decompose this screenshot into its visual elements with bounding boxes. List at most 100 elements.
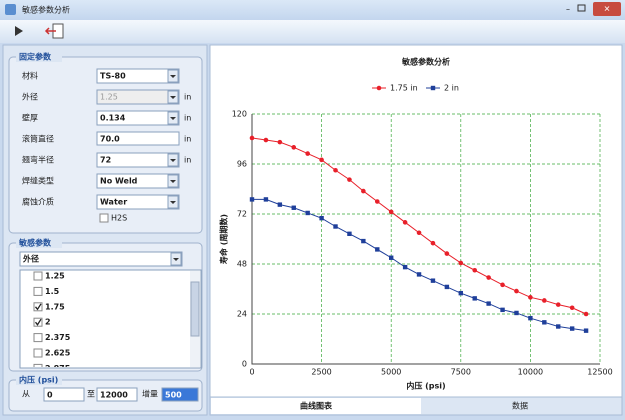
legend-label: 2 in xyxy=(444,84,459,93)
chart-title: 敏感参数分析 xyxy=(401,57,450,67)
combo-box[interactable] xyxy=(96,194,180,210)
combo-box[interactable] xyxy=(96,110,180,126)
point xyxy=(528,315,533,321)
option-label[interactable]: 1.75 xyxy=(45,302,65,311)
checkbox[interactable] xyxy=(33,286,43,296)
group-title: 内压 (psi) xyxy=(19,375,58,385)
point xyxy=(500,282,505,288)
point xyxy=(347,231,352,236)
group-title: 固定参数 xyxy=(19,52,52,62)
option-label[interactable]: 2 xyxy=(45,318,51,327)
point xyxy=(500,307,505,313)
combo-arrow xyxy=(170,180,176,183)
checkbox[interactable] xyxy=(33,302,43,312)
app-icon xyxy=(5,4,16,15)
combo-value: 外径 xyxy=(23,254,39,264)
combo-arrow xyxy=(170,96,176,99)
point xyxy=(430,278,436,283)
point xyxy=(291,145,297,150)
scroll-thumb[interactable] xyxy=(190,281,200,337)
point xyxy=(583,328,589,333)
tab-active[interactable] xyxy=(211,398,421,414)
param-label: 翘弯半径 xyxy=(22,155,54,165)
checkbox[interactable] xyxy=(33,363,43,372)
y-axis-label: 寿命 (周期数) xyxy=(219,214,229,264)
point xyxy=(277,202,283,207)
point xyxy=(402,264,408,270)
option-label[interactable]: 1.5 xyxy=(45,287,60,296)
option-label[interactable]: 2.375 xyxy=(45,333,71,342)
x-tick-label: 12500 xyxy=(587,368,612,377)
combo-box[interactable] xyxy=(96,152,180,168)
check-mark xyxy=(34,303,42,311)
combo-arrow xyxy=(170,75,176,78)
combo-box[interactable] xyxy=(96,68,180,84)
y-tick-label: 96 xyxy=(237,160,247,169)
point xyxy=(416,230,422,236)
window-buttons[interactable]: – ✕ xyxy=(566,2,621,16)
checkbox[interactable] xyxy=(33,317,43,327)
combo-value: TS-80 xyxy=(100,72,126,81)
param-unit: in xyxy=(184,135,191,144)
point xyxy=(486,275,491,280)
point xyxy=(569,326,575,331)
combo-box[interactable] xyxy=(96,173,180,189)
point xyxy=(556,324,561,329)
export-button[interactable] xyxy=(44,23,64,39)
input-value: 0 xyxy=(47,391,53,400)
point xyxy=(333,167,338,173)
list-box xyxy=(19,269,202,369)
point xyxy=(514,288,519,294)
checkbox[interactable] xyxy=(33,271,43,281)
legend-marker xyxy=(430,85,436,91)
point xyxy=(583,311,589,317)
y-tick-label: 72 xyxy=(237,210,247,219)
maximize[interactable] xyxy=(577,4,586,12)
combo-value: Water xyxy=(100,198,127,207)
close[interactable] xyxy=(593,2,621,16)
from-label: 从 xyxy=(22,390,30,399)
x-tick-label: 2500 xyxy=(311,368,331,377)
text-input[interactable] xyxy=(96,131,180,146)
group-title-bg xyxy=(16,52,62,62)
point xyxy=(388,209,394,215)
combo-arrow xyxy=(170,201,176,204)
point xyxy=(542,320,547,325)
run-button[interactable] xyxy=(15,26,23,36)
legend-marker xyxy=(376,85,382,91)
text-input[interactable] xyxy=(43,387,85,402)
combo-value: 1.25 xyxy=(100,93,118,102)
point xyxy=(305,151,310,156)
param-label: 外径 xyxy=(22,92,38,102)
point xyxy=(361,188,366,194)
option-label[interactable]: 2.625 xyxy=(45,349,71,358)
text-input[interactable] xyxy=(96,387,138,402)
input-value: 70.0 xyxy=(100,135,120,144)
point xyxy=(486,301,491,306)
minimize[interactable]: – xyxy=(566,5,570,14)
text-input[interactable] xyxy=(161,387,199,402)
check-mark xyxy=(34,318,42,326)
chart-panel xyxy=(209,44,623,398)
checkbox[interactable] xyxy=(99,213,109,223)
point xyxy=(430,240,436,246)
group-title: 敏感参数 xyxy=(18,238,52,248)
window-title: 敏感参数分析 xyxy=(22,5,70,15)
tab-label[interactable]: 曲线图表 xyxy=(300,401,333,411)
point xyxy=(333,224,338,229)
param-unit: in xyxy=(184,114,191,123)
point xyxy=(305,210,310,216)
option-label[interactable]: 2.875 xyxy=(45,364,71,373)
combo-value: No Weld xyxy=(100,177,138,186)
checkbox[interactable] xyxy=(33,333,43,343)
combo-box[interactable] xyxy=(19,251,183,267)
tab-label[interactable]: 数据 xyxy=(512,401,528,411)
combo-arrow xyxy=(170,117,176,120)
param-label: 材料 xyxy=(22,71,38,81)
option-label[interactable]: 1.25 xyxy=(45,272,65,281)
checkbox[interactable] xyxy=(33,348,43,358)
group-title-bg xyxy=(16,238,62,248)
input-value: 12000 xyxy=(100,391,128,400)
point xyxy=(347,177,352,182)
